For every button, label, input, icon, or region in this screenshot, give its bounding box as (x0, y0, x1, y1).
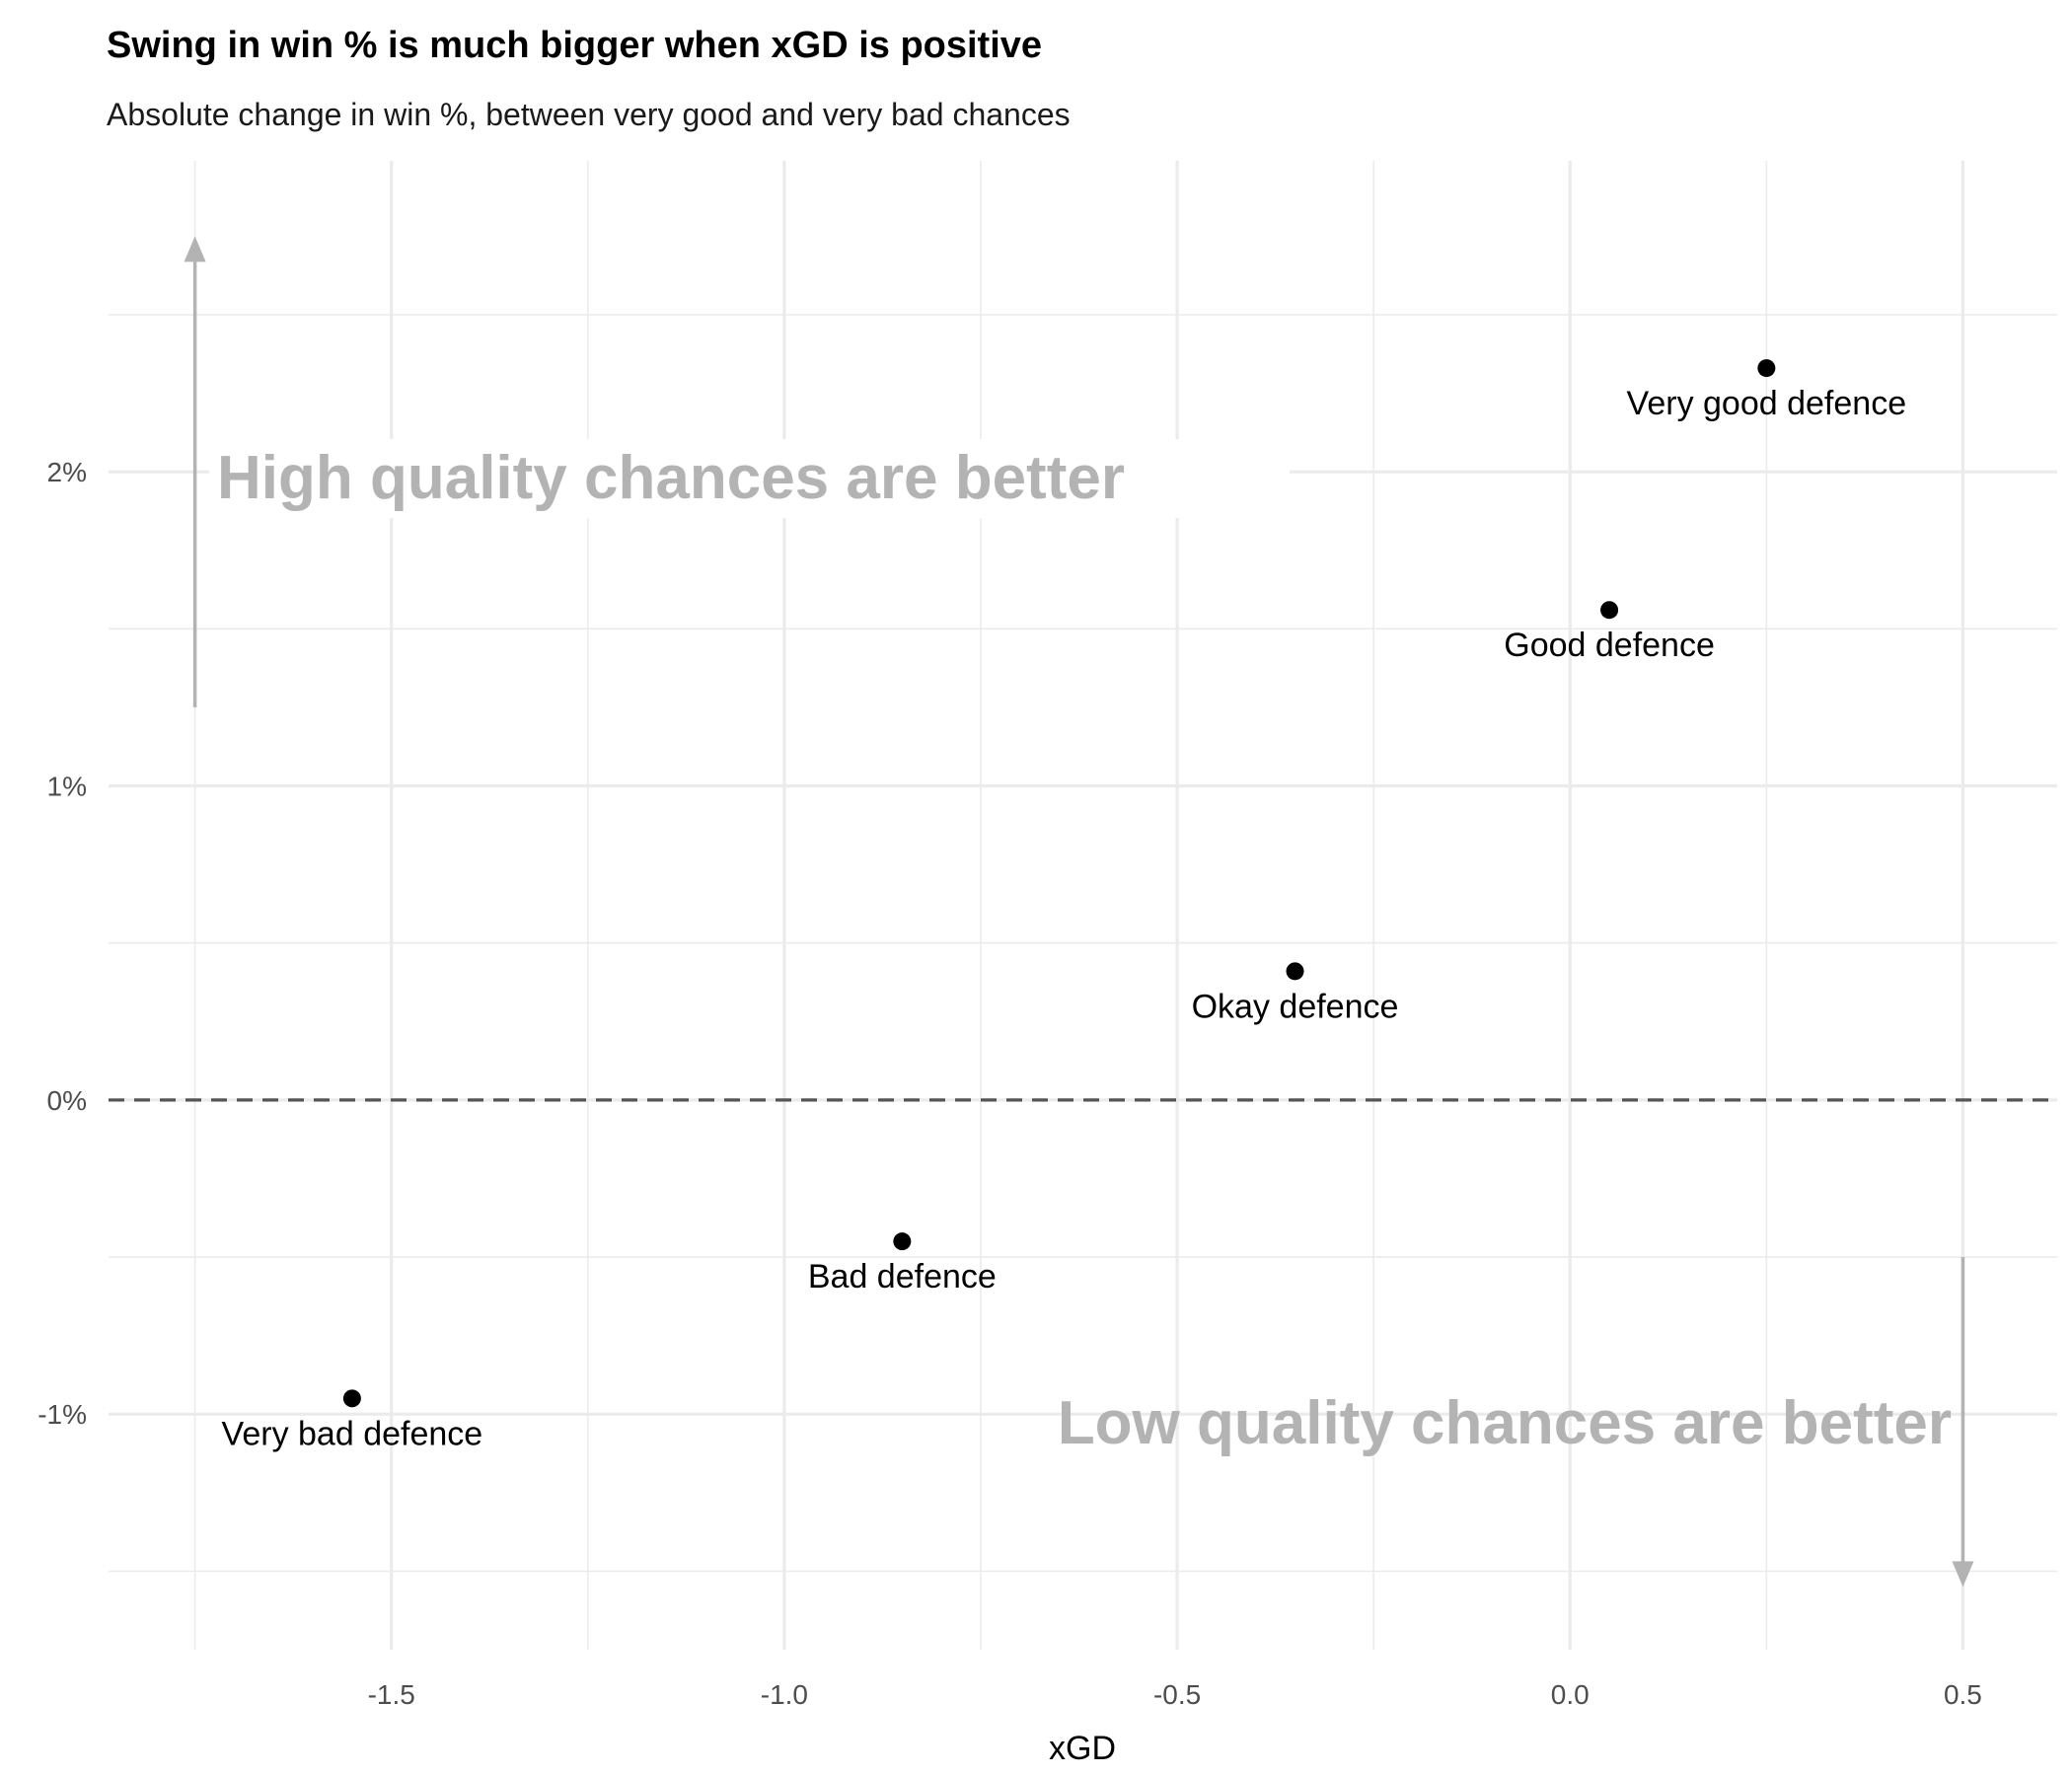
y-tick-label: 0% (47, 1085, 87, 1116)
x-tick-label: -0.5 (1153, 1679, 1201, 1710)
x-axis-ticks: -1.5 -1.0 -0.5 0.0 0.5 (368, 1679, 1982, 1710)
x-tick-label: 0.0 (1551, 1679, 1590, 1710)
annotation-label: Low quality chances are better (1058, 1389, 1952, 1457)
y-axis-ticks: -1% 0% 1% 2% (37, 457, 87, 1430)
data-point (342, 1389, 361, 1408)
y-tick-label: 2% (47, 457, 87, 487)
data-point (1286, 962, 1304, 981)
annotations: High quality chances are better Low quali… (184, 236, 1974, 1588)
data-point-label: Okay defence (1192, 988, 1399, 1025)
data-point-label: Very bad defence (222, 1415, 483, 1452)
chart-subtitle: Absolute change in win %, between very g… (107, 97, 1071, 132)
data-point-label: Bad defence (808, 1258, 997, 1295)
x-tick-label: -1.0 (761, 1679, 808, 1710)
data-points: Very bad defence Bad defence Okay defence G… (222, 359, 1907, 1452)
annotation-label-background (209, 439, 1290, 518)
data-point-label: Very good defence (1627, 385, 1907, 422)
data-point (1757, 359, 1776, 378)
annotation-arrow-head (184, 236, 206, 262)
y-tick-label: -1% (37, 1399, 87, 1430)
x-axis-title: xGD (1049, 1730, 1116, 1767)
chart-title: Swing in win % is much bigger when xGD i… (107, 25, 1042, 66)
annotation-label: High quality chances are better (217, 444, 1125, 512)
x-tick-label: -1.5 (368, 1679, 415, 1710)
data-point (893, 1232, 912, 1251)
data-point (1600, 601, 1619, 620)
data-point-label: Good defence (1504, 627, 1715, 664)
x-tick-label: 0.5 (1944, 1679, 1982, 1710)
annotation-arrow-head (1952, 1561, 1974, 1588)
y-tick-label: 1% (47, 772, 87, 802)
gridlines (109, 161, 2057, 1650)
